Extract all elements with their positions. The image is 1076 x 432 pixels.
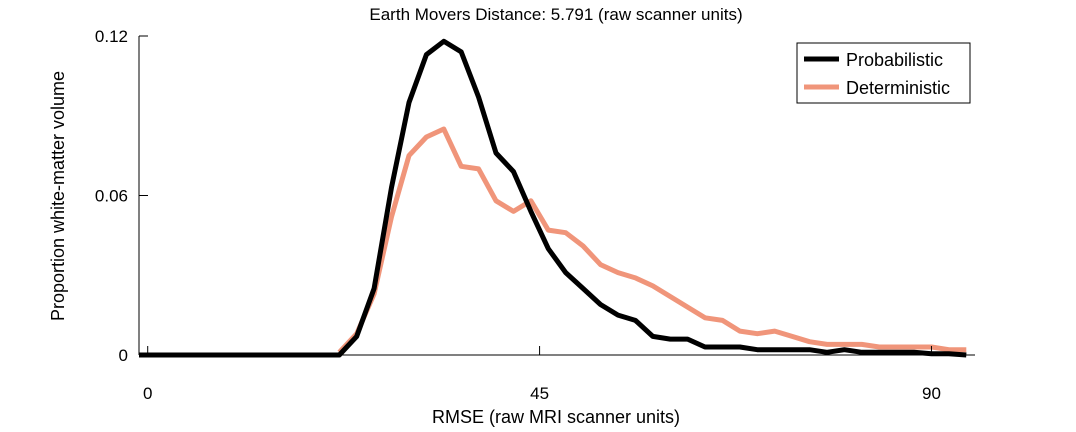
series-line-probabilistic xyxy=(139,38,967,358)
y-tick-label: 0.06 xyxy=(95,187,128,206)
chart-title: Earth Movers Distance: 5.791 (raw scanne… xyxy=(369,5,742,24)
legend: Probabilistic Deterministic xyxy=(796,42,971,104)
x-tick-label: 45 xyxy=(530,384,549,403)
series-line-deterministic xyxy=(337,126,967,355)
x-tick-label: 90 xyxy=(922,384,941,403)
legend-box xyxy=(796,42,971,104)
legend-label-deterministic: Deterministic xyxy=(846,78,950,98)
ticks: 0 45 90 0 0.06 0.12 xyxy=(95,27,941,403)
legend-label-probabilistic: Probabilistic xyxy=(846,50,943,70)
y-tick-label: 0 xyxy=(119,346,128,365)
y-tick-label: 0.12 xyxy=(95,27,128,46)
x-axis-label: RMSE (raw MRI scanner units) xyxy=(432,407,680,427)
y-axis-label: Proportion white-matter volume xyxy=(48,71,68,321)
plot-lines xyxy=(139,38,967,358)
x-tick-label: 0 xyxy=(143,384,152,403)
